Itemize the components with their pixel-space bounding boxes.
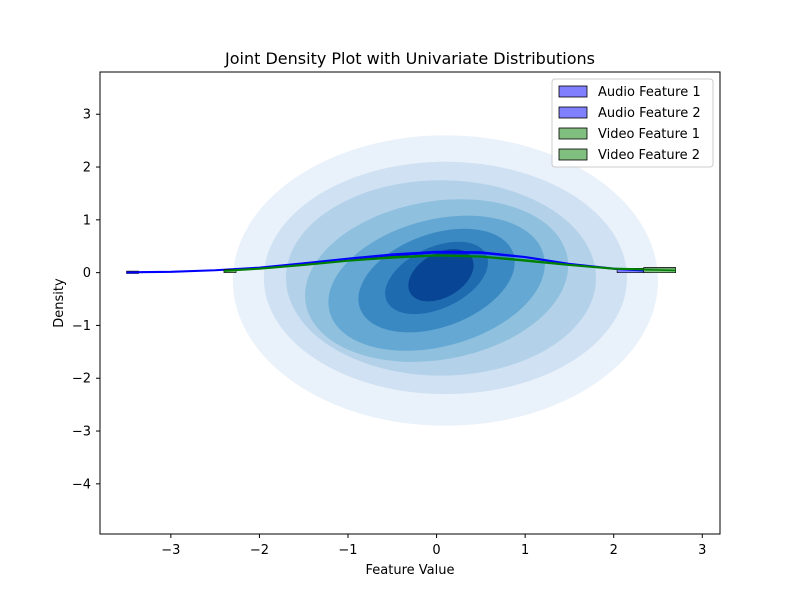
kde-contour-level-8	[408, 249, 474, 302]
y-axis-label: Density	[52, 278, 67, 328]
legend: Audio Feature 1 Audio Feature 2 Video Feat…	[551, 78, 714, 168]
legend-box	[551, 78, 714, 168]
legend-swatch	[558, 148, 588, 161]
legend-label: Audio Feature 2	[598, 106, 701, 121]
x-tick-label: 0	[432, 543, 440, 558]
x-tick-label: 3	[698, 543, 706, 558]
x-axis-label: Feature Value	[366, 563, 455, 578]
y-tick-label: −3	[72, 425, 91, 440]
y-tick-label: −1	[72, 319, 91, 334]
legend-label: Video Feature 2	[598, 148, 700, 163]
legend-swatch	[558, 85, 588, 98]
x-tick-label: −3	[161, 543, 180, 558]
x-axis: −3 −2 −1 0 1 2 3	[161, 534, 706, 558]
x-tick-label: 1	[521, 543, 529, 558]
x-tick-label: −2	[250, 543, 269, 558]
plot-frame	[99, 71, 721, 535]
y-tick-label: −4	[72, 477, 91, 492]
legend-label: Audio Feature 1	[598, 85, 701, 100]
x-tick-label: −1	[338, 543, 357, 558]
series-line-video-2	[223, 254, 676, 272]
y-axis: −4 −3 −2 −1 0 1 2 3	[72, 108, 100, 492]
chart-title: Joint Density Plot with Univariate Distr…	[224, 49, 595, 68]
legend-label: Video Feature 1	[598, 127, 700, 142]
y-tick-label: 1	[83, 213, 91, 228]
y-tick-label: 0	[83, 266, 91, 281]
legend-swatch	[558, 106, 588, 119]
legend-swatch	[558, 127, 588, 140]
x-tick-label: 2	[610, 543, 618, 558]
y-tick-label: 2	[83, 161, 91, 176]
y-tick-label: −2	[72, 372, 91, 387]
y-tick-label: 3	[83, 108, 91, 123]
